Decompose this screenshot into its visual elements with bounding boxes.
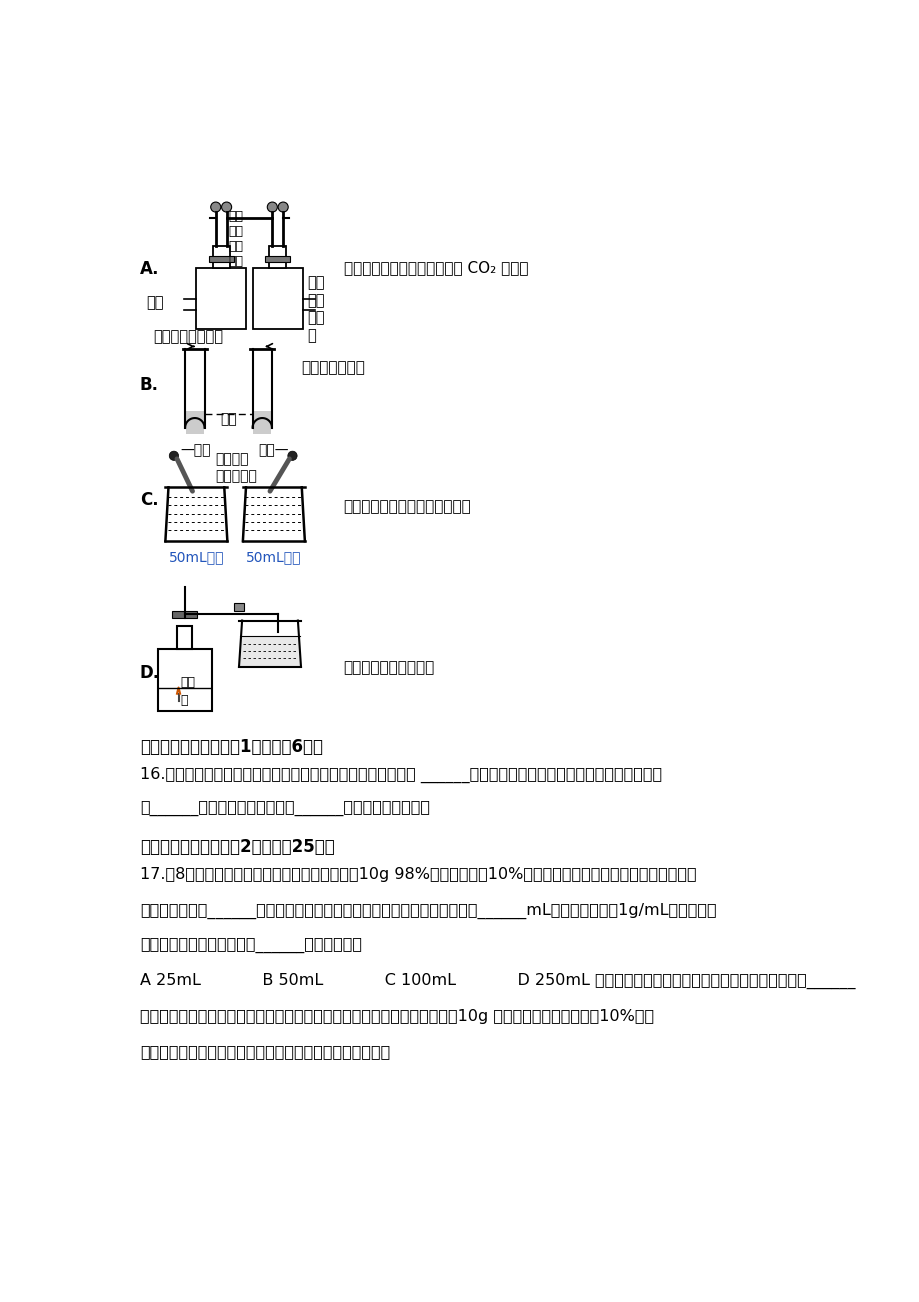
Text: 空气: 空气 — [146, 294, 164, 310]
Text: 水: 水 — [181, 694, 188, 707]
Circle shape — [288, 452, 297, 461]
Bar — [196, 268, 246, 329]
Text: 选用量筒的量程最适合的是______（填序号）。: 选用量筒的量程最适合的是______（填序号）。 — [140, 937, 361, 953]
Text: —硬水: —硬水 — [181, 444, 211, 457]
Text: 步骤有：计算、______、配制、装瓶并贴标签。由计算可知，稀释时需加水______mL（水的密度为：1g/mL），取水时: 步骤有：计算、______、配制、装瓶并贴标签。由计算可知，稀释时需加水____… — [140, 902, 716, 919]
Bar — [253, 411, 271, 434]
Text: A 25mL            B 50mL            C 100mL            D 250mL 实验所需要的玻璃仪器有量筒、胶头滴: A 25mL B 50mL C 100mL D 250mL 实验所需要的玻璃仪器… — [140, 973, 855, 990]
Text: 人体
呼出
的气
体: 人体 呼出 的气 体 — [306, 276, 324, 342]
Bar — [176, 626, 192, 648]
Text: 区分硬水和软水: 区分硬水和软水 — [301, 361, 365, 375]
Text: 17.（8分）稀硫酸是一种重要的化学试剂，现用10g 98%的浓硫酸配制10%的稀硫酸，请回答下列问题：实验的主要: 17.（8分）稀硫酸是一种重要的化学试剂，现用10g 98%的浓硫酸配制10%的… — [140, 867, 696, 881]
Text: C.: C. — [140, 491, 158, 509]
Text: 和试剂瓶。某课外活动小组为测定某铜锌合金中铜的质量分数，取合金样品10g 放入烧杠，向其中逐渐加10%的稀: 和试剂瓶。某课外活动小组为测定某铜锌合金中铜的质量分数，取合金样品10g 放入烧… — [140, 1009, 653, 1023]
Circle shape — [278, 202, 288, 212]
Text: 等量: 等量 — [220, 413, 237, 427]
Text: 等量
的澄
清石
灰水: 等量 的澄 清石 灰水 — [228, 210, 243, 268]
Text: 红磷: 红磷 — [181, 676, 196, 689]
Text: 比较空气与人体呼出的气体中 CO₂ 的含量: 比较空气与人体呼出的气体中 CO₂ 的含量 — [344, 260, 528, 275]
Bar — [157, 648, 211, 711]
Bar — [209, 255, 233, 262]
Text: 16.　天然气的主要成分甲烷，写出甲烷完全燃烧的化学方程式 ______，若天然气着火应首先关闭阀灯火，其灭火原: 16. 天然气的主要成分甲烷，写出甲烷完全燃烧的化学方程式 ______，若天然… — [140, 767, 661, 783]
Bar — [212, 246, 230, 268]
Text: B.: B. — [140, 376, 159, 393]
Circle shape — [267, 202, 277, 212]
Text: 硫酸，所加稀硫酸与生成氢气质量的关系如图所示。计算：: 硫酸，所加稀硫酸与生成氢气质量的关系如图所示。计算： — [140, 1044, 390, 1059]
Text: 测量空气中氧气的含量: 测量空气中氧气的含量 — [344, 660, 435, 676]
Text: 50mL冷水: 50mL冷水 — [168, 551, 224, 565]
Text: 理______。氢气作燃料的优点是______。（答出一条即可）: 理______。氢气作燃料的优点是______。（答出一条即可） — [140, 801, 429, 816]
Bar — [172, 611, 197, 618]
Text: D.: D. — [140, 664, 160, 682]
Circle shape — [210, 202, 221, 212]
Text: 一粒相同
大小的品红: 一粒相同 大小的品红 — [216, 453, 257, 483]
Text: A.: A. — [140, 260, 159, 279]
Bar — [253, 268, 302, 329]
Bar — [234, 603, 244, 611]
Circle shape — [221, 202, 232, 212]
Text: 二、填空题（本大题共1小题，共6分）: 二、填空题（本大题共1小题，共6分） — [140, 738, 323, 755]
Text: 50mL热水: 50mL热水 — [246, 551, 301, 565]
Bar — [269, 246, 286, 268]
Bar — [265, 255, 289, 262]
Text: 加入等量的肥皂水: 加入等量的肥皂水 — [153, 329, 223, 345]
Text: 探究温度对分子运动快慢的影响: 探究温度对分子运动快慢的影响 — [344, 499, 471, 514]
Circle shape — [169, 452, 178, 461]
Text: 三、简答题（本大题共2小题，全25分）: 三、简答题（本大题共2小题，全25分） — [140, 837, 335, 855]
Bar — [240, 635, 300, 667]
Bar — [186, 411, 203, 434]
Text: 软水—: 软水— — [258, 444, 289, 457]
